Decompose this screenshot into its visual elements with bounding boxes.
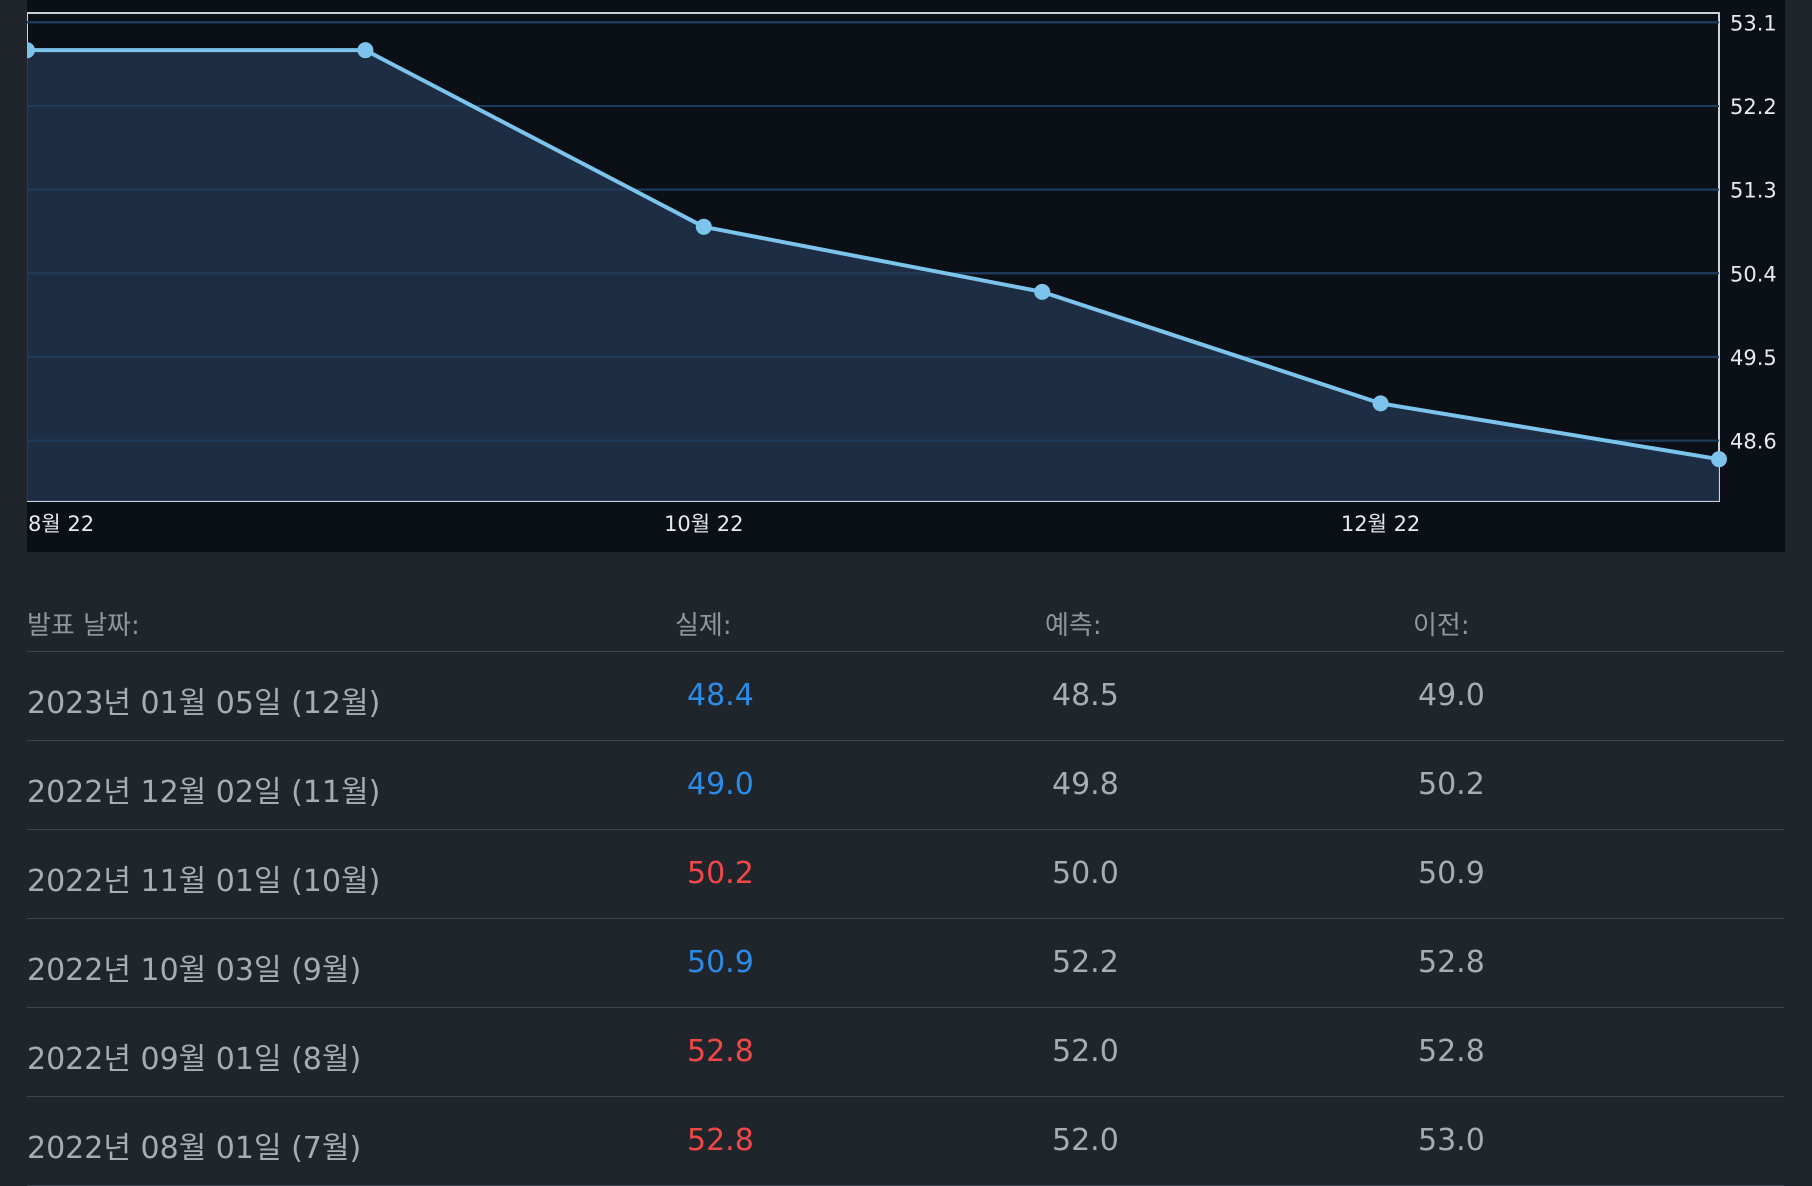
x-tick-label: 10월 22 xyxy=(664,512,743,536)
area-fill xyxy=(27,50,1719,501)
x-tick-label: 8월 22 xyxy=(28,512,94,536)
row-forecast-value: 52.2 xyxy=(1052,945,1119,980)
table-row: 2022년 12월 02일 (11월) 49.0 49.8 50.2 xyxy=(27,741,1784,830)
row-actual-value: 50.9 xyxy=(687,945,754,980)
y-tick-label: 49.5 xyxy=(1730,346,1777,370)
row-forecast-value: 50.0 xyxy=(1052,856,1119,891)
history-table: 발표 날짜: 실제: 예측: 이전: 2023년 01월 05일 (12월) 4… xyxy=(27,575,1784,1186)
row-forecast-value: 48.5 xyxy=(1052,678,1119,713)
data-point xyxy=(1711,451,1727,468)
row-previous-value: 52.8 xyxy=(1418,945,1485,980)
table-header: 발표 날짜: 실제: 예측: 이전: xyxy=(27,575,1784,652)
row-previous-value: 50.2 xyxy=(1418,767,1485,802)
data-point xyxy=(357,42,374,59)
data-point xyxy=(1372,395,1389,412)
row-forecast-value: 52.0 xyxy=(1052,1123,1119,1158)
y-tick-label: 51.3 xyxy=(1730,179,1777,203)
row-previous-value: 52.8 xyxy=(1418,1034,1485,1069)
y-tick-label: 53.1 xyxy=(1730,11,1777,35)
row-forecast-value: 52.0 xyxy=(1052,1034,1119,1069)
series-line xyxy=(27,48,1720,462)
row-release-date: 2023년 01월 05일 (12월) xyxy=(27,686,381,721)
row-release-date: 2022년 09월 01일 (8월) xyxy=(27,1042,362,1077)
row-actual-value: 52.8 xyxy=(687,1123,754,1158)
row-previous-value: 50.9 xyxy=(1418,856,1485,891)
header-actual: 실제: xyxy=(675,611,732,641)
table-row: 2022년 09월 01일 (8월) 52.8 52.0 52.8 xyxy=(27,1008,1784,1097)
table-row: 2022년 10월 03일 (9월) 50.9 52.2 52.8 xyxy=(27,919,1784,1008)
table-row: 2023년 01월 05일 (12월) 48.4 48.5 49.0 xyxy=(27,652,1784,741)
row-actual-value: 48.4 xyxy=(687,678,754,713)
data-point xyxy=(27,42,35,59)
header-forecast: 예측: xyxy=(1045,611,1102,641)
row-previous-value: 49.0 xyxy=(1418,678,1485,713)
pmi-area-chart: 53.1 52.2 51.3 50.4 49.5 48.6 8월 22 10월 22 12월 2… xyxy=(27,11,1777,536)
row-release-date: 2022년 10월 03일 (9월) xyxy=(27,953,362,988)
row-release-date: 2022년 11월 01일 (10월) xyxy=(27,864,381,899)
table-row: 2022년 08월 01일 (7월) 52.8 52.0 53.0 xyxy=(27,1097,1784,1186)
data-point xyxy=(695,218,712,235)
data-point xyxy=(1034,283,1051,300)
y-tick-label: 48.6 xyxy=(1730,430,1777,454)
chart-panel: 53.1 52.2 51.3 50.4 49.5 48.6 8월 22 10월 22 12월 2… xyxy=(27,0,1785,552)
x-tick-label: 12월 22 xyxy=(1341,512,1420,536)
row-actual-value: 52.8 xyxy=(687,1034,754,1069)
row-release-date: 2022년 12월 02일 (11월) xyxy=(27,775,381,810)
header-release-date: 발표 날짜: xyxy=(27,611,140,641)
table-row: 2022년 11월 01일 (10월) 50.2 50.0 50.9 xyxy=(27,830,1784,919)
y-tick-label: 50.4 xyxy=(1730,262,1777,286)
row-forecast-value: 49.8 xyxy=(1052,767,1119,802)
row-actual-value: 50.2 xyxy=(687,856,754,891)
row-actual-value: 49.0 xyxy=(687,767,754,802)
y-tick-label: 52.2 xyxy=(1730,95,1777,119)
header-previous: 이전: xyxy=(1413,611,1470,641)
row-release-date: 2022년 08월 01일 (7월) xyxy=(27,1131,362,1166)
row-previous-value: 53.0 xyxy=(1418,1123,1485,1158)
